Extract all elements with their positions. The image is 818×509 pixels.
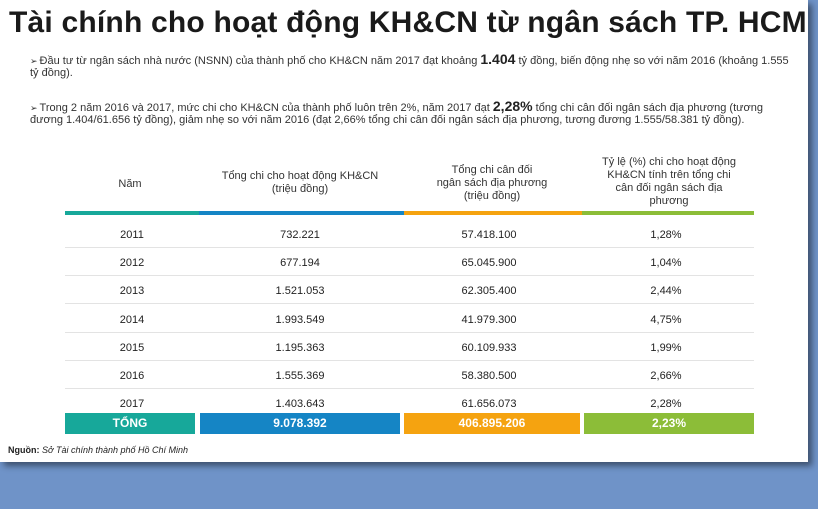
paragraph-text: Đầu tư từ ngân sách nhà nước (NSNN) của … — [39, 55, 481, 67]
cell-science-spending: 1.555.369 — [275, 370, 325, 382]
header-bar-teal — [65, 211, 199, 215]
header-year: Năm — [118, 178, 142, 190]
cell-year: 2015 — [119, 342, 145, 354]
total-science-spending: 9.078.392 — [200, 413, 400, 434]
cell-science-spending: 1.521.053 — [275, 285, 325, 297]
row-divider — [65, 388, 754, 389]
header-budget-total: Tổng chi cân đối ngân sách địa phương (t… — [436, 164, 548, 202]
total-label: TỔNG — [65, 413, 195, 434]
cell-budget-total: 60.109.933 — [461, 342, 517, 354]
cell-budget-total: 41.979.300 — [461, 314, 517, 326]
row-divider — [65, 303, 754, 304]
arrow-bullet-icon: ➢ — [30, 56, 38, 66]
cell-year: 2016 — [119, 370, 145, 382]
cell-budget-total: 62.305.400 — [461, 285, 517, 297]
cell-ratio: 1,99% — [650, 342, 682, 354]
paragraph-investment: ➢ Đầu tư từ ngân sách nhà nước (NSNN) của… — [30, 51, 790, 79]
arrow-bullet-icon: ➢ — [30, 103, 38, 113]
highlight-value: 1.404 — [480, 51, 516, 67]
cell-ratio: 2,28% — [650, 398, 682, 410]
slide: Tài chính cho hoạt động KH&CN từ ngân sá… — [0, 0, 808, 462]
cell-science-spending: 732.221 — [280, 229, 320, 241]
cell-ratio: 4,75% — [650, 314, 682, 326]
cell-year: 2011 — [120, 229, 144, 241]
row-divider — [65, 360, 754, 361]
row-divider — [65, 275, 754, 276]
highlight-value: 2,28% — [492, 98, 533, 114]
source-text: Sở Tài chính thành phố Hồ Chí Minh — [42, 445, 189, 455]
cell-science-spending: 1.993.549 — [275, 314, 325, 326]
paragraph-text: tổng chi cân đối ngân sách địa phương (t… — [30, 102, 763, 126]
paragraph-text: tỷ đồng, biến động nhẹ so với năm 2016 (… — [30, 55, 789, 79]
cell-ratio: 2,66% — [650, 370, 682, 382]
cell-year: 2013 — [119, 285, 145, 297]
cell-science-spending: 1.403.643 — [275, 398, 325, 410]
header-ratio: Tỷ lệ (%) chi cho hoạt động KH&CN tính t… — [602, 156, 736, 207]
cell-science-spending: 677.194 — [280, 257, 320, 269]
cell-budget-total: 65.045.900 — [461, 257, 517, 269]
paragraph-text: Trong 2 năm 2016 và 2017, mức chi cho KH… — [39, 102, 493, 114]
cell-ratio: 1,04% — [650, 257, 682, 269]
cell-year: 2012 — [119, 257, 145, 269]
header-science-spending: Tổng chi cho hoạt động KH&CN (triệu đồng… — [221, 170, 379, 195]
cell-budget-total: 61.656.073 — [461, 398, 517, 410]
header-bar-orange — [404, 211, 582, 215]
paragraph-ratio: ➢ Trong 2 năm 2016 và 2017, mức chi cho K… — [30, 98, 790, 126]
cell-science-spending: 1.195.363 — [275, 342, 325, 354]
source-label: Nguồn — [8, 445, 37, 455]
cell-ratio: 1,28% — [650, 229, 682, 241]
source-note: Nguồn: Sở Tài chính thành phố Hồ Chí Min… — [8, 445, 189, 455]
row-divider — [65, 332, 754, 333]
header-bar-blue — [199, 211, 404, 215]
row-divider — [65, 247, 754, 248]
total-ratio: 2,23% — [584, 413, 754, 434]
total-budget: 406.895.206 — [404, 413, 580, 434]
cell-year: 2017 — [119, 398, 145, 410]
cell-year: 2014 — [119, 314, 145, 326]
header-bar-green — [582, 211, 754, 215]
cell-budget-total: 58.380.500 — [461, 370, 517, 382]
cell-budget-total: 57.418.100 — [461, 229, 517, 241]
cell-ratio: 2,44% — [650, 285, 682, 297]
slide-title: Tài chính cho hoạt động KH&CN từ ngân sá… — [9, 6, 807, 39]
